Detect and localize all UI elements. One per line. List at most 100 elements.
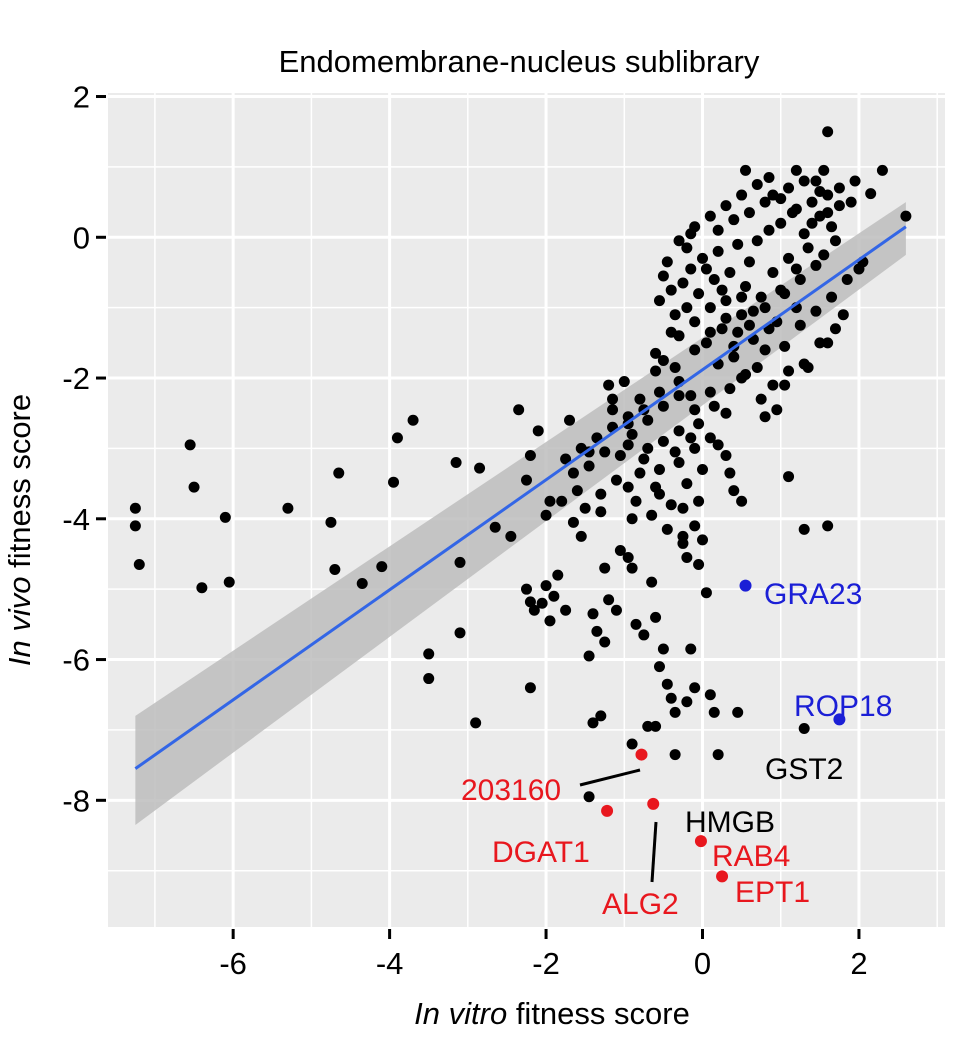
data-point [759,411,771,423]
data-point [708,706,720,718]
data-point [657,270,669,282]
data-point [219,511,231,523]
data-point [712,439,724,451]
data-point [767,266,779,278]
data-point [524,449,536,461]
data-point [681,552,693,564]
data-point [818,249,830,261]
data-point [599,636,611,648]
data-point [333,467,345,479]
data-point [329,563,341,575]
data-point [759,302,771,314]
data-point [763,171,775,183]
data-point [325,516,337,528]
data-point [650,611,662,623]
data-point [743,256,755,268]
data-point [689,682,701,694]
data-point [681,302,693,314]
data-point [603,379,615,391]
data-point [642,720,654,732]
data-point [626,562,638,574]
data-point [626,513,638,525]
data-point [685,643,697,655]
data-point [391,432,403,444]
data-point [736,189,748,201]
highlight-point-dgat1 [601,804,614,817]
data-point [704,386,716,398]
data-point [743,319,755,331]
data-point [665,326,677,338]
data-point [591,625,603,637]
data-point [689,442,701,454]
data-point [697,464,709,476]
data-point [771,404,783,416]
data-point [575,530,587,542]
x-tick-label: -4 [376,946,404,981]
data-point [560,604,572,616]
data-point [610,474,622,486]
data-point [560,453,572,465]
leader-line-203160 [579,768,641,787]
data-point [810,305,822,317]
data-point [728,485,740,497]
data-point [740,369,752,381]
data-point [685,228,697,240]
data-point [693,495,705,507]
data-point [740,281,752,293]
data-point [657,354,669,366]
data-point [814,337,826,349]
data-point [822,126,834,138]
annotation-203160: 203160 [461,774,561,807]
data-point [575,442,587,454]
data-point [720,449,732,461]
data-point [677,537,689,549]
data-point [763,224,775,236]
data-point [540,580,552,592]
data-point [583,650,595,662]
data-point [188,481,200,493]
data-point [790,263,802,275]
data-point [685,263,697,275]
data-point [697,534,709,546]
data-point [704,326,716,338]
data-point [783,252,795,264]
data-point [622,439,634,451]
y-tick-label: -2 [62,361,90,396]
data-point [697,252,709,264]
highlight-point-203160 [635,748,648,761]
highlight-point-rop18 [833,713,846,726]
data-point [818,164,830,176]
data-point [689,344,701,356]
data-point [751,235,763,247]
data-point [736,495,748,507]
data-point [759,196,771,208]
data-point [650,481,662,493]
data-point [677,502,689,514]
data-point [798,175,810,187]
data-point [798,523,810,535]
data-point [841,274,853,286]
annotation-rop18: ROP18 [794,690,892,723]
data-point [650,720,662,732]
data-point [775,217,787,229]
highlight-point-gra23 [739,579,752,592]
x-tick-label: -2 [532,946,560,981]
data-point [607,404,619,416]
annotations: GRA23 ROP18 GST2 203160 HMGB DGAT1 RAB4 … [461,578,892,921]
data-point [806,196,818,208]
data-point [638,453,650,465]
data-point [693,288,705,300]
data-point [673,390,685,402]
data-point [524,596,536,608]
data-point [505,530,517,542]
y-tick-label: 0 [73,220,90,255]
data-point [826,291,838,303]
data-point [716,284,728,296]
data-point [599,446,611,458]
y-tick-label: -8 [62,783,90,818]
data-point [548,590,560,602]
data-point [407,414,419,426]
data-point [689,520,701,532]
data-point [673,425,685,437]
